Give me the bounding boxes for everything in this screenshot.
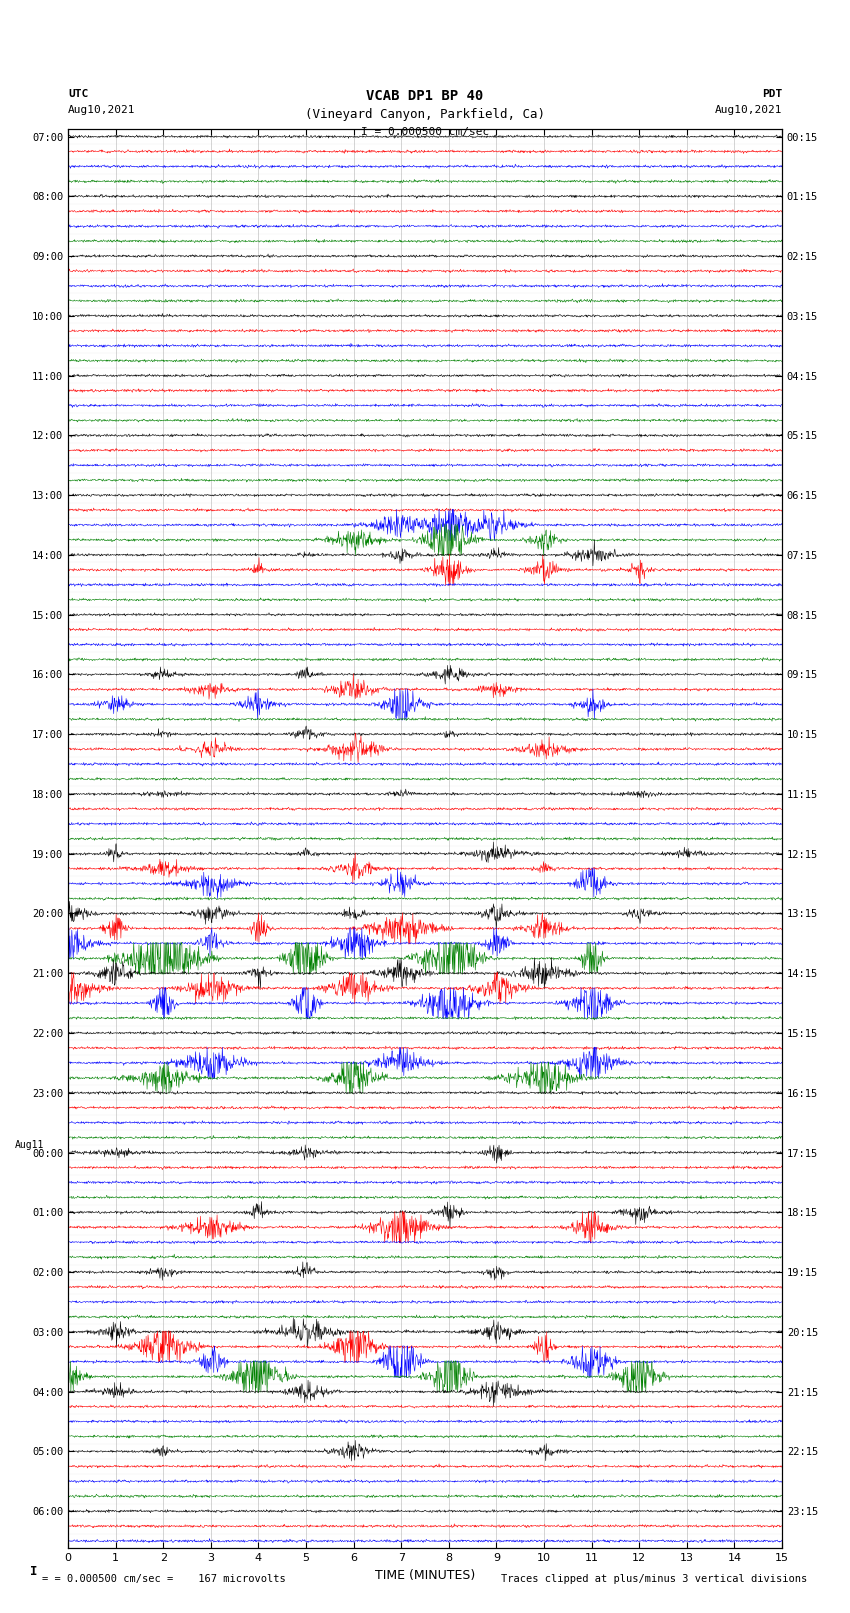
Text: = = 0.000500 cm/sec =    167 microvolts: = = 0.000500 cm/sec = 167 microvolts <box>42 1574 286 1584</box>
Text: I: I <box>31 1565 37 1578</box>
Text: I = 0.000500 cm/sec: I = 0.000500 cm/sec <box>361 127 489 137</box>
Text: VCAB DP1 BP 40: VCAB DP1 BP 40 <box>366 89 484 103</box>
Text: UTC: UTC <box>68 89 88 98</box>
Text: Aug11: Aug11 <box>14 1140 44 1150</box>
Text: Traces clipped at plus/minus 3 vertical divisions: Traces clipped at plus/minus 3 vertical … <box>502 1574 808 1584</box>
X-axis label: TIME (MINUTES): TIME (MINUTES) <box>375 1569 475 1582</box>
Text: Aug10,2021: Aug10,2021 <box>715 105 782 115</box>
Text: Aug10,2021: Aug10,2021 <box>68 105 135 115</box>
Text: PDT: PDT <box>762 89 782 98</box>
Text: (Vineyard Canyon, Parkfield, Ca): (Vineyard Canyon, Parkfield, Ca) <box>305 108 545 121</box>
